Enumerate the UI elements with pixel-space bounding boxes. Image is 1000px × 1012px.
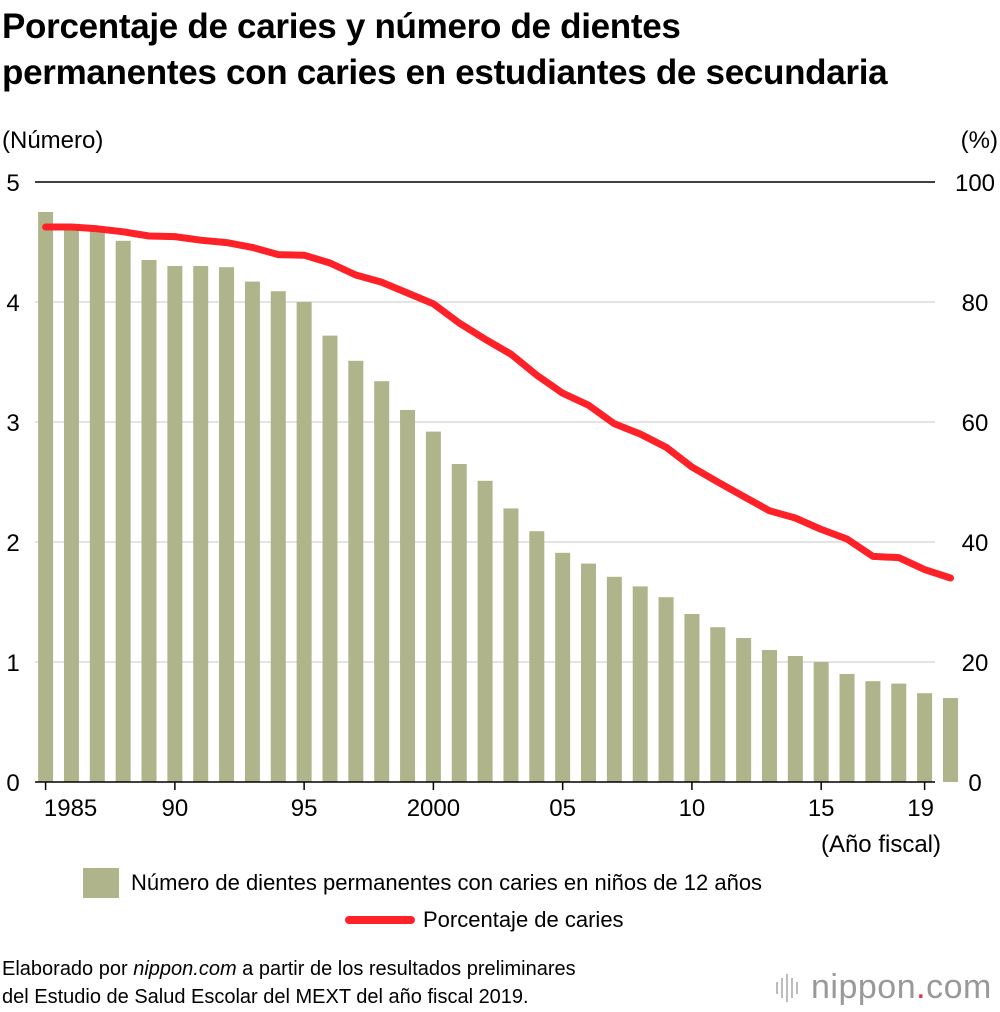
bar (374, 381, 390, 782)
y-tick-label-right: 100 (955, 170, 995, 197)
logo-mark-icon (776, 973, 801, 1002)
bar (322, 335, 338, 782)
bar (38, 212, 54, 782)
y-tick-label-right: 80 (962, 290, 989, 317)
bar (710, 627, 726, 782)
bar (581, 563, 597, 782)
chart-title-line-1: Porcentaje de caries y número de dientes (2, 7, 681, 46)
y-tick-label-left: 4 (6, 290, 19, 317)
bar (451, 464, 467, 782)
y-tick-label-right: 60 (962, 410, 989, 437)
y-tick-label-right: 40 (962, 530, 989, 557)
bar (477, 480, 493, 782)
legend-bars-label: Número de dientes permanentes con caries… (131, 870, 763, 895)
bar (115, 240, 131, 783)
caries-percentage-line (42, 223, 954, 582)
y-tick-label-left: 5 (6, 170, 19, 197)
x-tick-label: 90 (162, 795, 189, 822)
bar (606, 576, 622, 782)
bar (296, 302, 312, 782)
axes (35, 781, 935, 790)
bar (193, 266, 209, 782)
y-tick-label-left: 2 (6, 530, 19, 557)
bar (529, 531, 545, 782)
combo-chart: 0 0 1 20 2 40 3 60 4 80 5 100 1985 90 95 2000 05 10 15 19 (N… (2, 127, 998, 858)
bar (348, 360, 364, 782)
bar (865, 681, 881, 782)
y-tick-label-left: 3 (6, 410, 19, 437)
bar (555, 552, 571, 782)
x-tick-label: 19 (907, 795, 934, 822)
legend-line-label: Porcentaje de caries (423, 907, 624, 932)
axis-labels: 0 0 1 20 2 40 3 60 4 80 5 100 1985 90 95 2000 05 10 15 19 (N… (2, 127, 998, 858)
legend-line-swatch (345, 916, 415, 924)
x-axis-title: (Año fiscal) (821, 831, 941, 858)
bar (400, 410, 416, 782)
bar (761, 650, 777, 782)
legend-bar-swatch (83, 868, 119, 898)
bar (736, 638, 752, 782)
bar (270, 291, 286, 782)
y-tick-label-left: 0 (6, 770, 19, 797)
bar (219, 267, 235, 782)
x-tick-label: 15 (808, 795, 835, 822)
bar (917, 693, 933, 782)
bar (891, 683, 907, 782)
y-tick-label-right: 20 (962, 650, 989, 677)
logo-wordmark: nippon.com (811, 968, 992, 1006)
bar (787, 656, 803, 782)
legend-item-bars: Número de dientes permanentes con caries… (83, 868, 762, 898)
source-prefix: Elaborado por (2, 958, 134, 980)
chart-title: Porcentaje de caries y número de dientes… (2, 4, 998, 96)
chart-title-line-2: permanentes con caries en estudiantes de… (2, 53, 888, 92)
x-tick-label: 05 (549, 795, 576, 822)
source-site: nippon.com (133, 958, 237, 980)
line-series (42, 223, 954, 582)
legend-item-line: Porcentaje de caries (345, 907, 624, 933)
bar (167, 266, 183, 782)
nippon-logo: nippon.com (776, 968, 992, 1007)
bar (632, 586, 648, 782)
bar (658, 597, 674, 782)
bar (244, 281, 260, 782)
x-tick-label: 95 (291, 795, 318, 822)
source-line-2: del Estudio de Salud Escolar del MEXT de… (2, 986, 529, 1008)
y-tick-label-right: 0 (968, 770, 981, 797)
bar (813, 662, 829, 782)
source-note: Elaborado por nippon.com a partir de los… (2, 955, 742, 1011)
bar (942, 698, 958, 782)
bar (89, 231, 105, 782)
x-tick-label: 1985 (44, 795, 97, 822)
x-tick-label: 2000 (407, 795, 460, 822)
source-rest: a partir de los resultados preliminares (236, 958, 576, 980)
x-tick-label: 10 (679, 795, 706, 822)
bar (839, 674, 855, 782)
bar-series (38, 212, 958, 783)
bar (503, 508, 519, 782)
bar (425, 431, 441, 782)
bar (684, 614, 700, 782)
y-tick-label-left: 1 (6, 650, 19, 677)
bar (141, 260, 157, 782)
y-axis-title-right: (%) (961, 127, 998, 154)
bar (63, 226, 79, 782)
y-axis-title-left: (Número) (2, 127, 103, 154)
